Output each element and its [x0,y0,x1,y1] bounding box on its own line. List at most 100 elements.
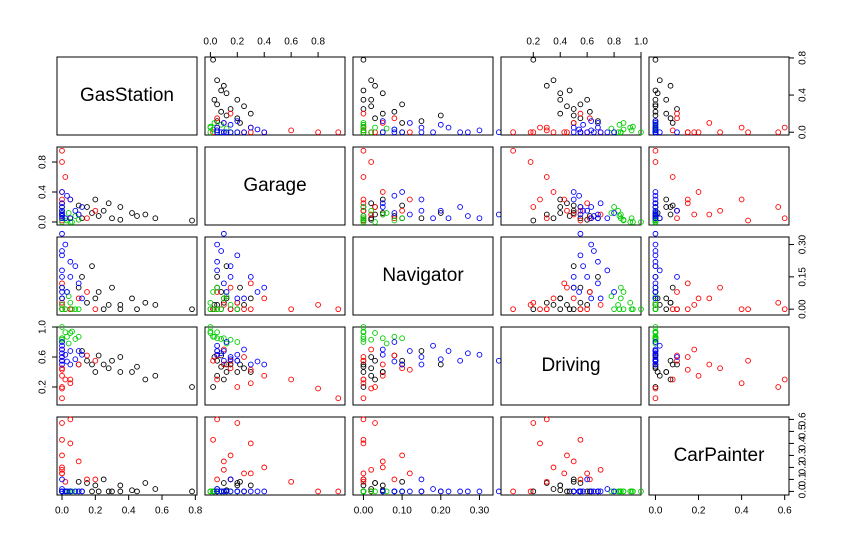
point [597,488,604,495]
panel [56,56,198,136]
point [383,210,390,216]
point [379,464,386,471]
point [95,352,102,359]
point [530,488,537,495]
point [207,306,214,313]
point [557,306,564,313]
point [457,129,463,136]
point [391,115,398,122]
point [706,295,713,302]
point [570,189,577,195]
point [652,395,659,402]
y-tick-label: 0.4 [38,185,49,199]
point [62,241,69,248]
point [437,112,444,119]
y-tick-label: 0.1 [798,472,809,486]
point [84,289,90,295]
point [550,486,557,492]
point [59,230,65,237]
point [360,129,367,136]
point [59,306,65,313]
panel [648,326,790,406]
y-tick-label: 0.0 [38,215,49,229]
point [604,486,611,492]
point [669,174,676,180]
point [189,306,195,313]
point [537,196,543,203]
point [379,200,386,207]
point [72,207,79,214]
point [220,120,227,126]
point [617,211,624,218]
point [315,302,321,308]
point [407,470,413,477]
panel [648,146,790,226]
point [391,333,398,340]
point [75,202,82,209]
point [566,488,573,495]
point [437,356,444,363]
panel [204,326,346,406]
point [59,436,65,443]
point [674,129,680,136]
panel [352,236,494,316]
point [211,96,218,103]
point [288,306,295,313]
x-tick-label: 0.2 [88,506,102,517]
point [781,124,788,131]
variable-name: Navigator [382,265,464,286]
point [335,306,342,313]
point [674,215,680,222]
panel [500,416,642,496]
point [383,340,390,347]
point [706,361,713,368]
point [214,267,220,274]
point [781,306,788,313]
point [577,299,584,306]
point [418,488,425,495]
point [59,280,65,287]
point [59,366,65,373]
point [391,210,398,216]
point [218,87,225,94]
point [210,289,216,295]
point [210,357,216,364]
point [570,306,577,313]
point [214,488,220,495]
point [241,488,247,495]
point [220,458,227,465]
point [218,289,225,295]
point [652,258,659,265]
point [580,207,586,214]
point [663,369,670,375]
point [237,361,243,368]
point [652,284,659,291]
y-tick-label: 0.4 [798,88,809,102]
point [543,124,550,131]
point [214,115,220,122]
point [684,306,691,313]
point [261,464,268,471]
point [84,215,90,222]
point [207,123,214,130]
point [67,376,74,383]
point [597,211,604,218]
point [745,129,751,136]
point [407,211,413,218]
point [220,376,227,383]
point [360,488,367,495]
point [105,365,112,372]
point [445,215,452,222]
y-tick-label: 0.8 [38,155,49,169]
point [79,204,85,210]
point [570,196,577,203]
point [652,302,659,308]
point [437,361,444,368]
point [674,289,680,295]
point [656,267,663,274]
point [465,129,471,136]
panel [648,56,790,136]
point [360,87,367,94]
point [288,127,295,134]
point [577,204,584,210]
